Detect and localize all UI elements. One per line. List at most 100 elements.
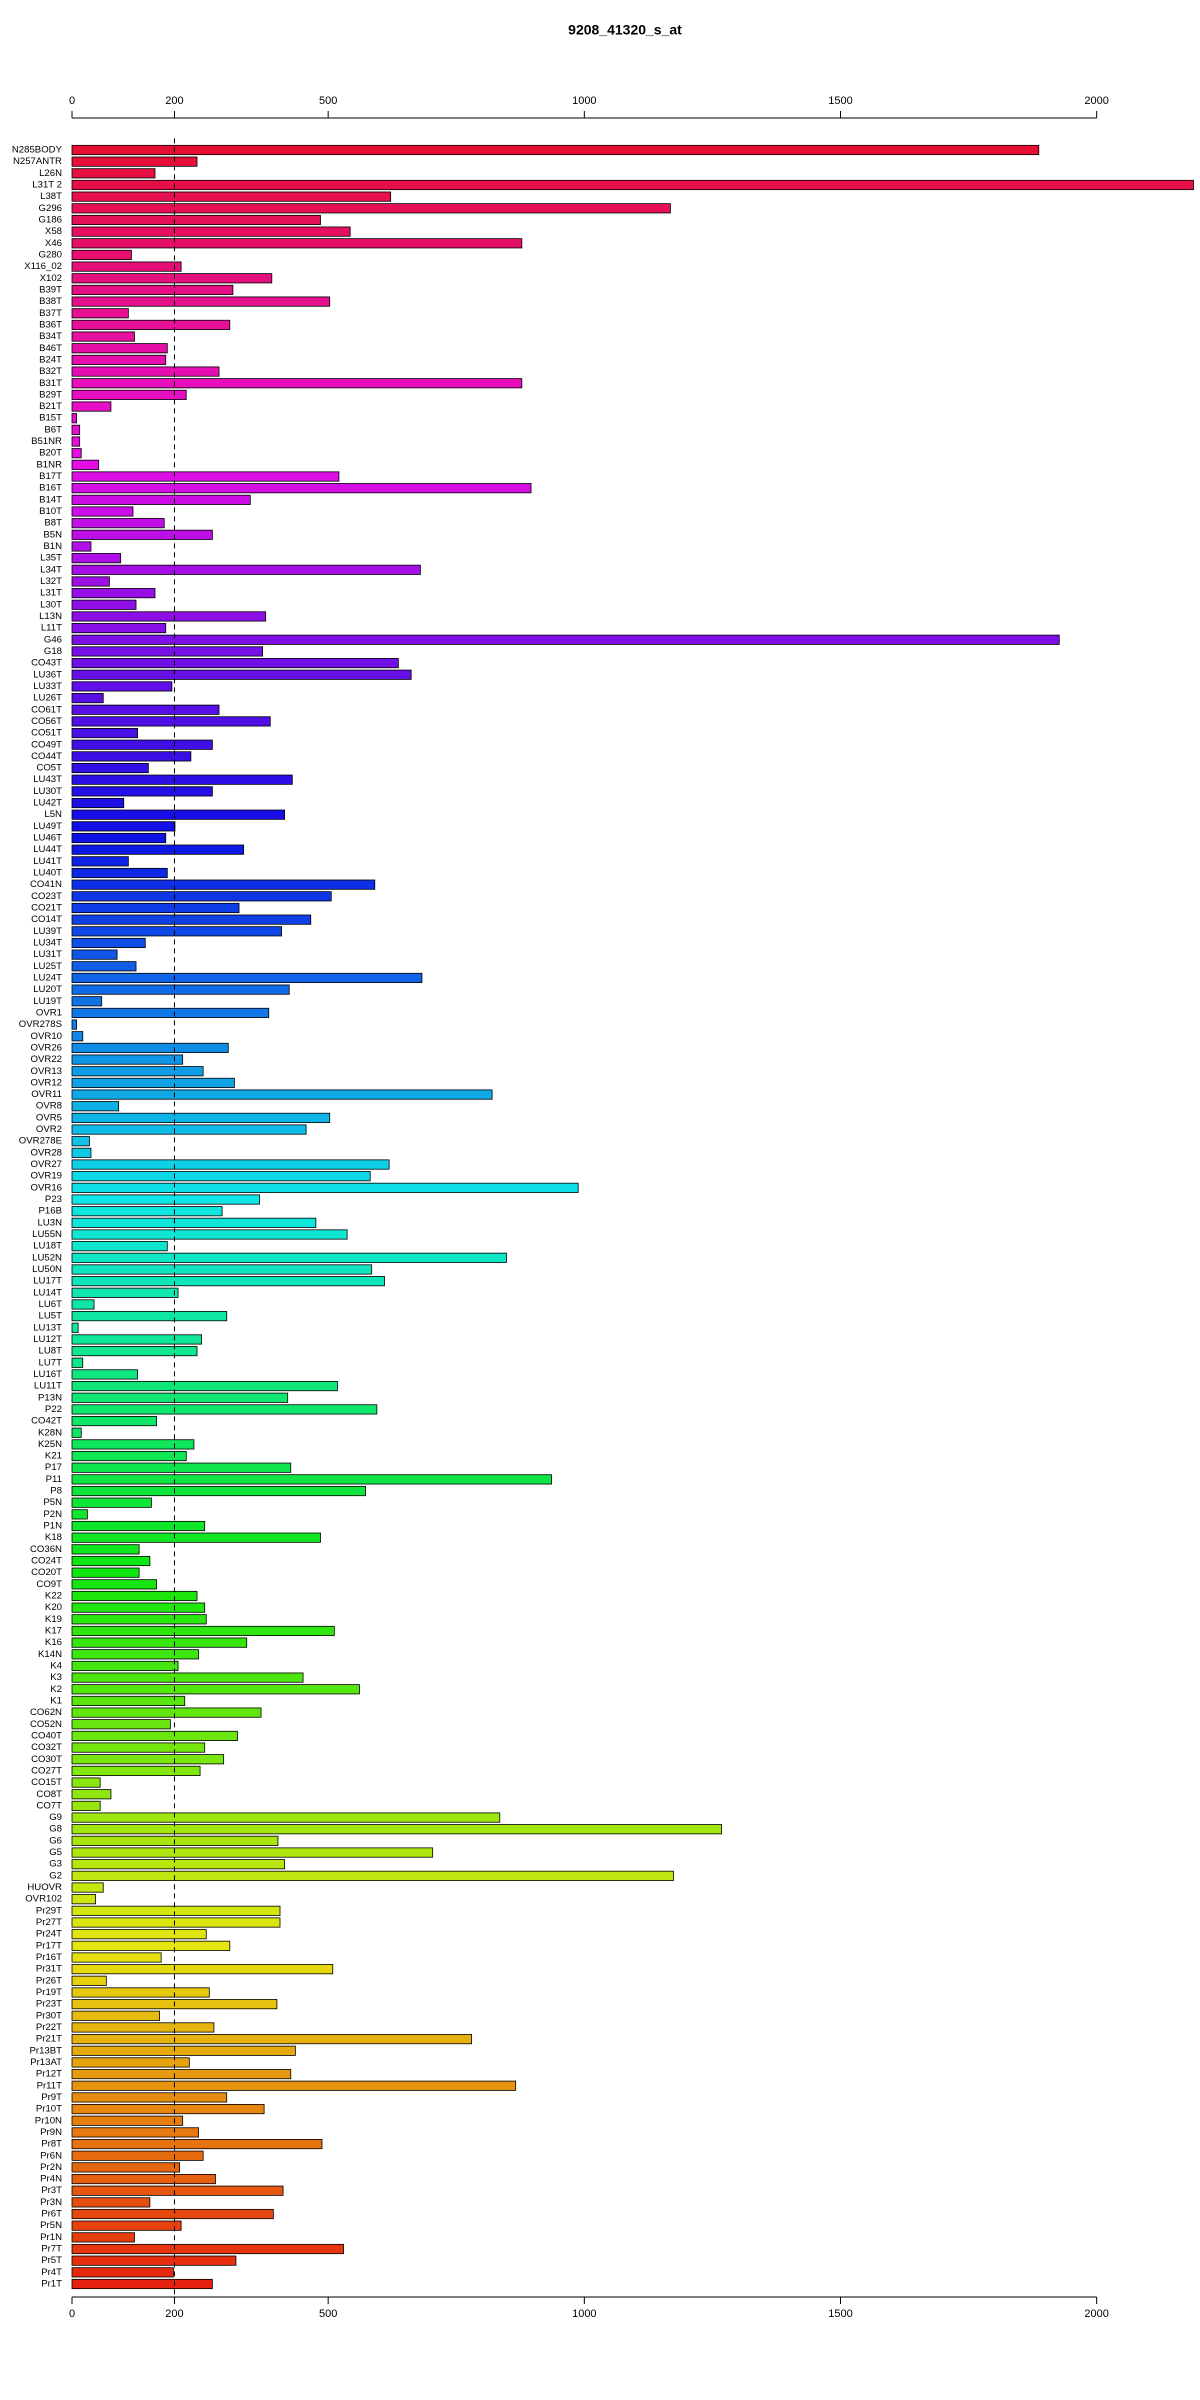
bar (71, 2069, 292, 2080)
category-label: Pr9T (41, 2092, 62, 2103)
bar (71, 1369, 138, 1380)
category-label: B24T (39, 354, 62, 365)
bar (71, 693, 104, 704)
category-label: LU31T (33, 949, 62, 960)
bar (71, 331, 135, 342)
category-label: K16 (45, 1637, 62, 1648)
bar (71, 424, 81, 435)
category-label: OVR16 (31, 1182, 62, 1193)
category-label: B8T (44, 518, 62, 529)
category-label: N257ANTR (13, 156, 62, 167)
category-label: CO44T (31, 751, 62, 762)
category-label: Pr1N (40, 2232, 62, 2243)
bar (71, 1917, 281, 1928)
bar (71, 1229, 348, 1240)
category-label: LU6T (39, 1299, 63, 1310)
bar (71, 739, 213, 750)
bar (71, 1171, 371, 1182)
category-label: P5N (43, 1497, 62, 1508)
bar (71, 1672, 304, 1683)
bar (71, 1497, 152, 1508)
bar (71, 1882, 104, 1893)
category-label: LU25T (33, 961, 62, 972)
bar (71, 1147, 92, 1158)
bar (71, 623, 167, 634)
category-label: CO30T (31, 1754, 62, 1765)
bar (71, 284, 234, 295)
bar (71, 389, 187, 400)
bar (71, 786, 213, 797)
category-label: LU40T (33, 868, 62, 879)
category-label: L34T (40, 564, 62, 575)
category-label: LU3N (37, 1217, 62, 1228)
bar (71, 1555, 151, 1567)
bar (71, 588, 156, 599)
category-label: Pr4N (40, 2174, 62, 2185)
category-label: G9 (49, 1812, 62, 1823)
category-label: LU20T (33, 984, 62, 995)
category-label: OVR10 (31, 1031, 62, 1042)
bar (71, 762, 149, 774)
bar (71, 2243, 344, 2255)
bar (71, 1381, 338, 1392)
bar (71, 471, 340, 482)
bar (71, 1462, 292, 1473)
category-label: B29T (39, 389, 62, 400)
category-label: LU7T (39, 1357, 63, 1368)
bar (71, 1416, 157, 1427)
category-label: X116_02 (24, 261, 62, 272)
category-label: K19 (45, 1614, 62, 1625)
category-label: CO24T (31, 1556, 62, 1567)
bar (71, 179, 1194, 191)
bar (71, 1159, 390, 1170)
bar (71, 1847, 434, 1858)
bar (71, 2150, 204, 2161)
category-label: Pr24T (36, 1929, 62, 1940)
category-label: K20 (45, 1602, 62, 1613)
category-label: OVR22 (31, 1054, 62, 1065)
category-label: K2 (50, 1684, 62, 1695)
bar (71, 2173, 216, 2185)
category-label: LU52N (32, 1252, 62, 1263)
bar (71, 459, 100, 470)
bar (71, 1567, 140, 1578)
bar (71, 972, 423, 984)
category-label: G3 (49, 1859, 62, 1870)
x-tick-label: 0 (69, 2308, 75, 2320)
bar (71, 1112, 331, 1123)
bar (71, 1520, 206, 1532)
bar (71, 541, 92, 552)
category-label: OVR1 (36, 1007, 62, 1018)
bar (71, 1311, 228, 1322)
bar (71, 436, 81, 447)
category-label: Pr27T (36, 1917, 62, 1928)
bar (71, 1602, 206, 1613)
bar (71, 343, 168, 354)
bar (71, 2267, 174, 2278)
bar (71, 844, 245, 855)
bar (71, 354, 167, 365)
bar (71, 926, 282, 937)
category-label: LU24T (33, 972, 62, 983)
category-label: CO21T (31, 903, 62, 914)
category-label: OVR8 (36, 1101, 62, 1112)
bar (71, 378, 523, 389)
category-label: N285BODY (12, 145, 63, 156)
category-label: OVR102 (25, 1894, 62, 1905)
bar (71, 1940, 231, 1951)
bar (71, 2232, 135, 2243)
category-label: Pr2N (40, 2162, 62, 2173)
bar (71, 1241, 168, 1252)
bar (71, 1789, 112, 1800)
category-label: B31T (39, 378, 62, 389)
bar (71, 832, 167, 844)
category-label: P17 (45, 1462, 62, 1473)
category-label: OVR28 (31, 1147, 62, 1158)
bar (71, 1276, 385, 1287)
bar (71, 1812, 501, 1823)
bar (71, 1975, 107, 1986)
category-label: X102 (40, 273, 62, 284)
category-label: LU49T (33, 821, 62, 832)
bar (71, 2080, 517, 2091)
